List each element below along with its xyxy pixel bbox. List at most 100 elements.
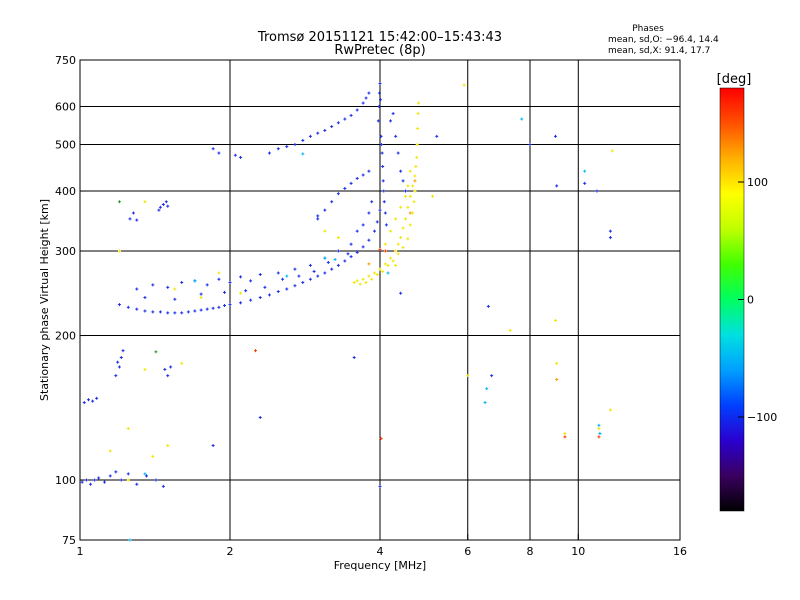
data-point (173, 287, 177, 291)
data-point (528, 143, 532, 147)
data-point (583, 169, 587, 173)
data-point (308, 277, 312, 281)
data-point (323, 256, 327, 260)
data-point (383, 211, 387, 215)
data-point (608, 236, 612, 240)
data-point (361, 101, 365, 105)
data-point (258, 415, 262, 419)
data-point (82, 401, 86, 405)
data-point (555, 361, 559, 365)
data-point (462, 83, 466, 87)
y-tick-label: 300 (55, 245, 76, 258)
data-point (431, 194, 435, 198)
data-point (84, 478, 88, 482)
data-point (163, 367, 167, 371)
data-point (384, 223, 388, 227)
data-point (128, 217, 132, 221)
data-point (377, 105, 381, 109)
data-point (401, 226, 405, 230)
data-point (349, 255, 353, 259)
data-point (169, 365, 173, 369)
data-point (466, 374, 470, 378)
data-point (364, 280, 368, 284)
data-point (415, 155, 419, 159)
data-point (352, 355, 356, 359)
data-point (143, 472, 147, 476)
data-point (323, 128, 327, 132)
data-point (346, 252, 350, 256)
data-point (386, 263, 390, 267)
x-tick-label: 10 (571, 545, 585, 558)
data-point (483, 401, 487, 405)
data-point (199, 296, 203, 300)
data-point (376, 119, 380, 123)
data-point (597, 435, 601, 439)
data-point (80, 480, 84, 484)
data-point (408, 194, 412, 198)
data-point (361, 245, 365, 249)
data-point (330, 267, 334, 271)
data-point (217, 271, 221, 275)
data-point (367, 211, 371, 215)
data-point (285, 287, 289, 291)
data-point (373, 229, 377, 233)
data-point (406, 184, 410, 188)
data-point (297, 274, 301, 278)
data-point (383, 242, 387, 246)
chart-title: Tromsø 20151121 15:42:00–15:43:43 (257, 30, 502, 45)
data-point (373, 271, 377, 275)
data-point (401, 246, 405, 250)
data-point (389, 229, 393, 233)
data-point (367, 169, 371, 173)
data-point (361, 223, 365, 227)
data-point (244, 289, 248, 293)
data-point (249, 279, 253, 283)
data-point (333, 258, 337, 262)
data-point (166, 204, 170, 208)
data-point (211, 306, 215, 310)
data-point (370, 277, 374, 281)
data-point (415, 143, 419, 147)
data-point (555, 377, 559, 381)
data-point (394, 249, 398, 253)
data-point (379, 437, 383, 441)
data-point (135, 218, 139, 222)
data-point (610, 149, 614, 153)
data-point (158, 205, 162, 209)
data-point (151, 310, 155, 314)
data-point (595, 189, 599, 193)
data-point (166, 444, 170, 448)
data-point (378, 267, 382, 271)
data-point (608, 229, 612, 233)
data-point (378, 208, 382, 212)
data-point (211, 444, 215, 448)
x-tick-label: 16 (673, 545, 687, 558)
data-point (143, 367, 147, 371)
data-point (186, 310, 190, 314)
data-point (367, 274, 371, 278)
data-point (276, 147, 280, 151)
data-point (119, 355, 123, 359)
data-point (205, 283, 209, 287)
data-point (336, 121, 340, 125)
data-point (403, 189, 407, 193)
data-point (486, 304, 490, 308)
data-point (267, 293, 271, 297)
data-point (330, 200, 334, 204)
y-tick-label: 500 (55, 139, 76, 152)
phase-stats-x: mean, sd,X: 91.4, 17.7 (608, 46, 710, 56)
x-tick-labels: 1 2 4 6 8 10 16 (77, 545, 688, 558)
data-point (396, 151, 400, 155)
data-point (143, 309, 147, 313)
data-point (239, 291, 243, 295)
data-point (173, 311, 177, 315)
data-point (180, 361, 184, 365)
y-tick-labels: 75 100 200 300 400 500 600 750 (55, 54, 76, 547)
data-point (349, 242, 353, 246)
data-point (285, 274, 289, 278)
data-point (508, 328, 512, 332)
data-point (253, 349, 257, 353)
data-point (330, 125, 334, 129)
data-point (381, 179, 385, 183)
phase-stats-heading: Phases (632, 24, 664, 34)
